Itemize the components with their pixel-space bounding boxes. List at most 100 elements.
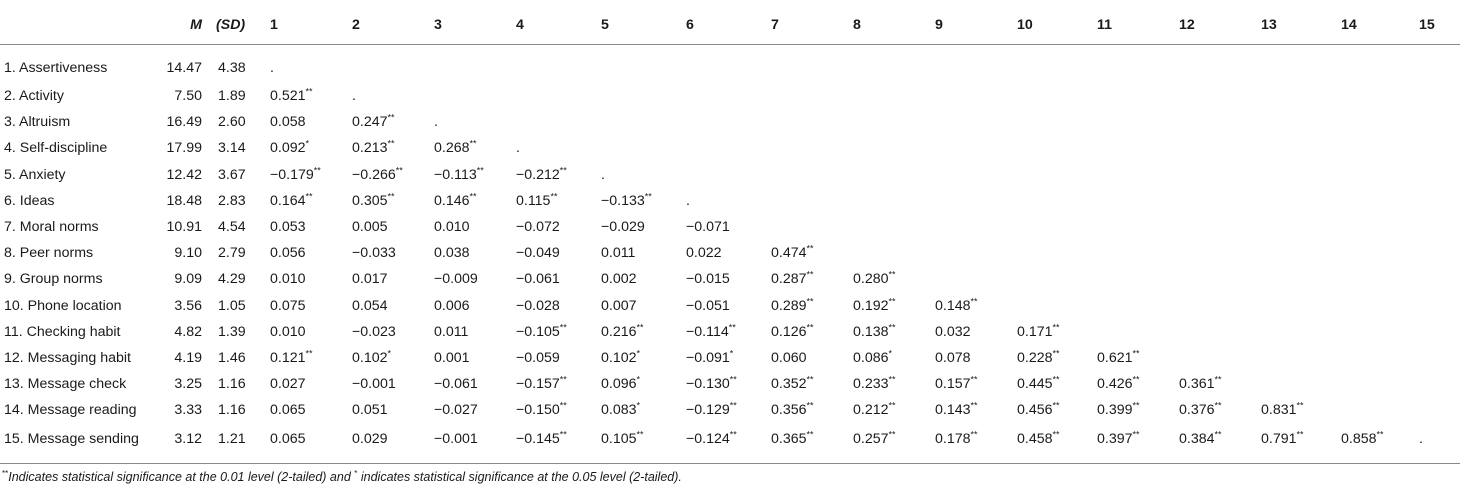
correlation-cell [1261, 83, 1341, 109]
correlation-cell: 0.096* [601, 374, 641, 393]
sd-cell: 1.89 [218, 88, 246, 105]
correlation-cell: −0.113** [434, 164, 484, 183]
correlation-cell: . [516, 140, 520, 157]
correlation-cell [1341, 214, 1419, 240]
correlation-cell [771, 83, 853, 109]
sd-cell: 1.46 [218, 349, 246, 366]
correlation-cell [1341, 188, 1419, 214]
correlation-cell: 0.216** [601, 322, 644, 340]
correlation-cell [686, 109, 771, 135]
correlation-cell: 0.005 [352, 219, 388, 236]
correlation-cell [1017, 240, 1097, 266]
correlation-cell [686, 83, 771, 109]
mean-cell: 14.47 [166, 60, 202, 76]
correlation-cell: 0.010 [270, 323, 306, 340]
header-mean: M [150, 6, 208, 45]
correlation-cell [1097, 240, 1179, 266]
correlation-cell [1179, 45, 1261, 84]
correlation-cell [1419, 293, 1460, 319]
correlation-cell [1179, 214, 1261, 240]
correlation-cell [516, 45, 601, 84]
correlation-cell: 0.305** [352, 191, 395, 209]
correlation-cell: 0.257** [853, 423, 935, 465]
header-col-12: 12 [1179, 6, 1261, 45]
row-label: 8. Peer norms [4, 245, 94, 262]
correlation-cell [1017, 109, 1097, 135]
correlation-cell [1261, 319, 1341, 345]
correlation-cell [1419, 162, 1460, 188]
sd-cell: 4.38 [218, 60, 246, 76]
correlation-cell: −0.059 [516, 349, 560, 366]
correlation-cell: . [352, 88, 356, 105]
correlation-cell: −0.051 [686, 297, 730, 314]
correlation-cell [853, 188, 935, 214]
correlation-cell [1179, 188, 1261, 214]
correlation-cell [1179, 109, 1261, 135]
correlation-cell: 0.058 [270, 114, 306, 131]
correlation-cell: 0.002 [601, 271, 637, 288]
correlation-cell [1341, 293, 1419, 319]
header-col-5: 5 [601, 6, 686, 45]
correlation-cell [1017, 45, 1097, 84]
footnote-text-1: Indicates statistical significance at th… [8, 470, 355, 484]
table-row: 14. Message reading 3.33 1.16 0.065 0.051 −0.… [0, 397, 1460, 423]
row-label: 7. Moral norms [4, 219, 99, 236]
correlation-cell [1097, 293, 1179, 319]
correlation-cell: 0.038 [434, 245, 470, 262]
row-label: 10. Phone location [4, 297, 122, 314]
mean-cell: 9.09 [174, 271, 202, 288]
correlation-cell [1097, 214, 1179, 240]
correlation-cell [853, 162, 935, 188]
correlation-cell: 0.102* [601, 348, 641, 366]
header-row: M (SD) 1 2 3 4 5 6 7 8 9 10 11 12 13 14 15 [0, 6, 1460, 45]
table-row: 15. Message sending 3.12 1.21 0.065 0.029 −0.… [0, 423, 1460, 465]
correlation-cell [1261, 371, 1341, 397]
correlation-cell [1261, 135, 1341, 161]
table-row: 9. Group norms 9.09 4.29 0.010 0.017 −0.009 −0… [0, 266, 1460, 292]
correlation-cell [1341, 266, 1419, 292]
correlation-cell: −0.179** [270, 164, 321, 183]
correlation-cell: 0.051 [352, 402, 388, 419]
header-col-14: 14 [1341, 6, 1419, 45]
correlation-cell: 0.365** [771, 423, 853, 465]
row-label: 4. Self-discipline [4, 140, 108, 157]
correlation-cell [1341, 345, 1419, 371]
correlation-cell [853, 135, 935, 161]
correlation-cell: −0.145** [516, 423, 601, 465]
header-sd: (SD) [208, 6, 270, 45]
table-row: 6. Ideas 18.48 2.83 0.164** 0.305** 0.146** 0.… [0, 188, 1460, 214]
header-col-8: 8 [853, 6, 935, 45]
correlation-cell: 0.621** [1097, 348, 1140, 366]
correlation-cell: 0.056 [270, 245, 306, 262]
correlation-cell: 0.352** [771, 374, 814, 393]
correlation-cell: −0.129** [686, 400, 737, 419]
correlation-cell: 0.078 [935, 349, 971, 366]
correlation-cell [1179, 345, 1261, 371]
correlation-cell: 0.121** [270, 348, 313, 366]
correlation-cell [935, 83, 1017, 109]
correlation-cell [1179, 162, 1261, 188]
correlation-cell: 0.233** [853, 374, 896, 393]
correlation-cell [1419, 45, 1460, 84]
correlation-cell [1261, 345, 1341, 371]
correlation-cell [1097, 45, 1179, 84]
correlation-cell: . [270, 60, 274, 76]
correlation-cell [1017, 135, 1097, 161]
row-label: 9. Group norms [4, 271, 103, 288]
sd-cell: 1.21 [208, 423, 270, 465]
correlation-cell [1017, 83, 1097, 109]
table-footnote: **Indicates statistical significance at … [2, 469, 682, 484]
mean-cell: 3.56 [174, 297, 202, 314]
correlation-cell: 0.011 [434, 323, 469, 340]
header-col-15: 15 [1419, 6, 1460, 45]
correlation-cell: −0.130** [686, 374, 737, 393]
correlation-cell: 0.356** [771, 400, 814, 419]
correlation-cell: −0.027 [434, 402, 478, 419]
correlation-cell: 0.171** [1017, 322, 1060, 340]
correlation-cell: 0.287** [771, 269, 814, 288]
correlation-cell: 0.289** [771, 295, 814, 314]
correlation-cell: 0.010 [434, 219, 470, 236]
correlation-cell: 0.148** [935, 295, 978, 314]
correlation-cell: −0.029 [601, 219, 645, 236]
correlation-cell [935, 266, 1017, 292]
